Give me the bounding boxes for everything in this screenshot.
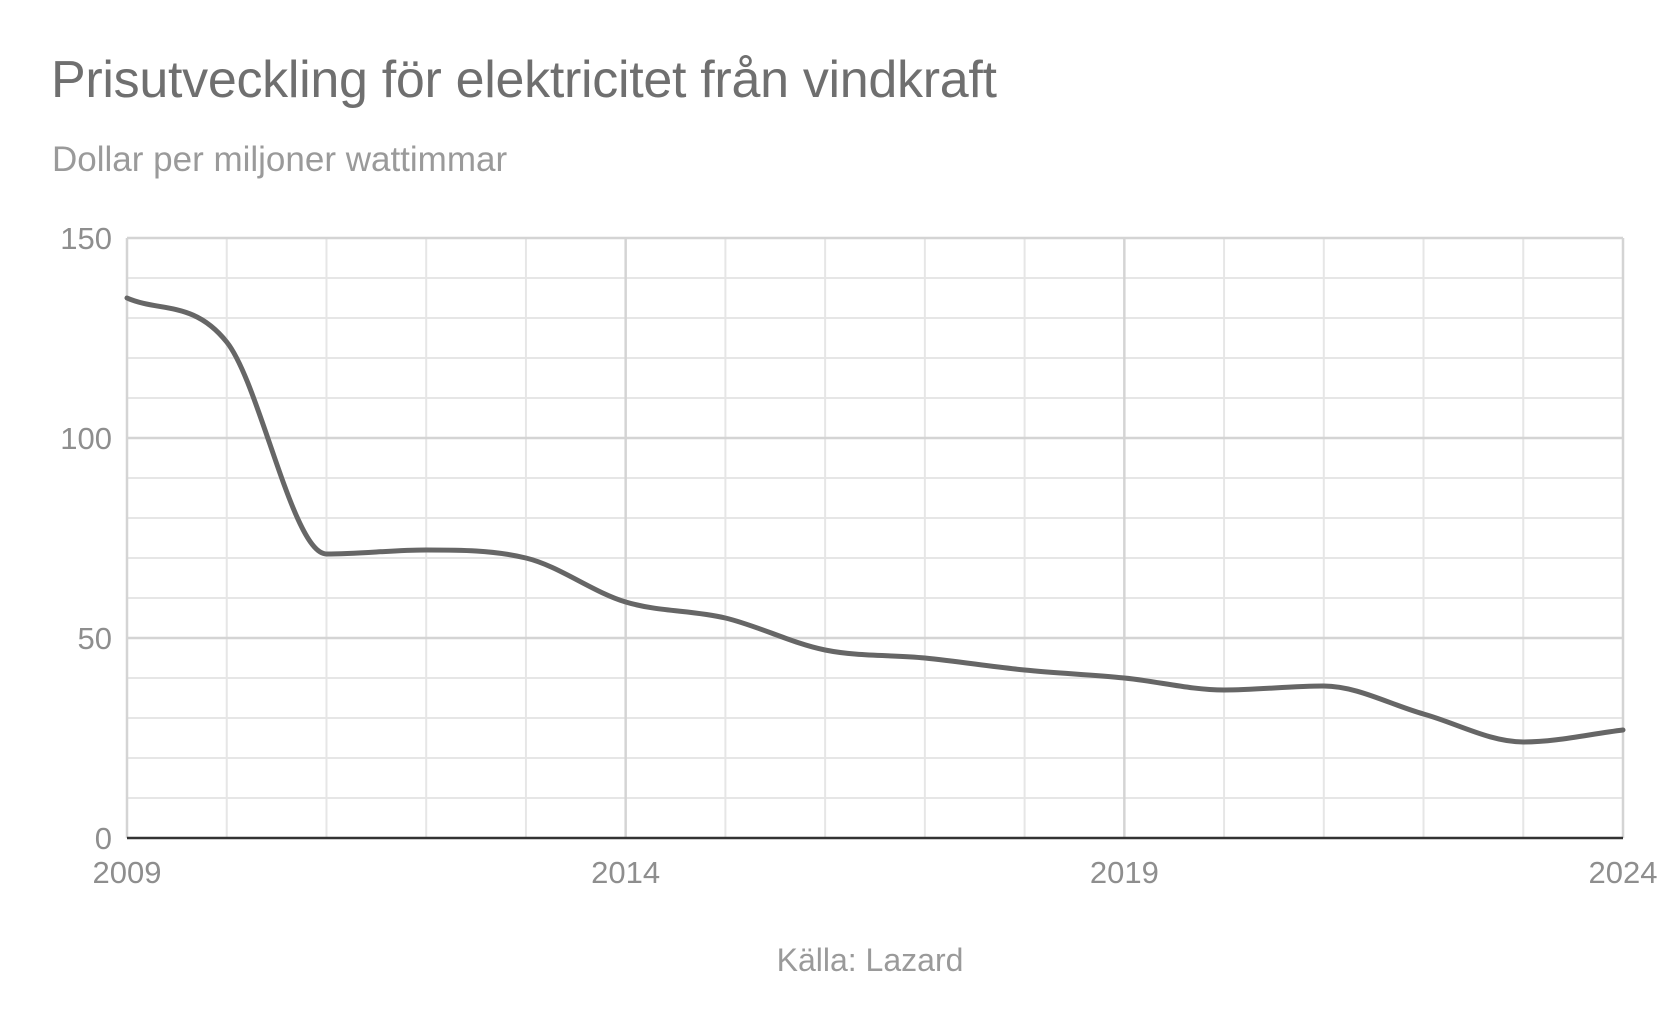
chart-title: Prisutveckling för elektricitet från vin… (51, 51, 997, 109)
x-tick-label: 2014 (591, 855, 660, 890)
x-tick-label: 2019 (1090, 855, 1159, 890)
series-layer (124, 295, 1626, 745)
y-tick-label: 0 (95, 821, 112, 856)
y-tick-label: 150 (60, 221, 112, 256)
grid-lines (125, 236, 1625, 840)
x-tick-label: 2009 (93, 855, 162, 890)
x-tick-labels: 2009 2014 2019 2024 (93, 855, 1658, 890)
series-line (124, 295, 1626, 745)
y-tick-labels: 0 50 100 150 (60, 221, 112, 856)
x-tick-label: 2024 (1589, 855, 1658, 890)
source-note: Källa: Lazard (776, 942, 964, 978)
chart-subtitle: Dollar per miljoner wattimmar (52, 140, 508, 179)
y-tick-label: 100 (60, 421, 112, 456)
y-tick-label: 50 (78, 621, 112, 656)
